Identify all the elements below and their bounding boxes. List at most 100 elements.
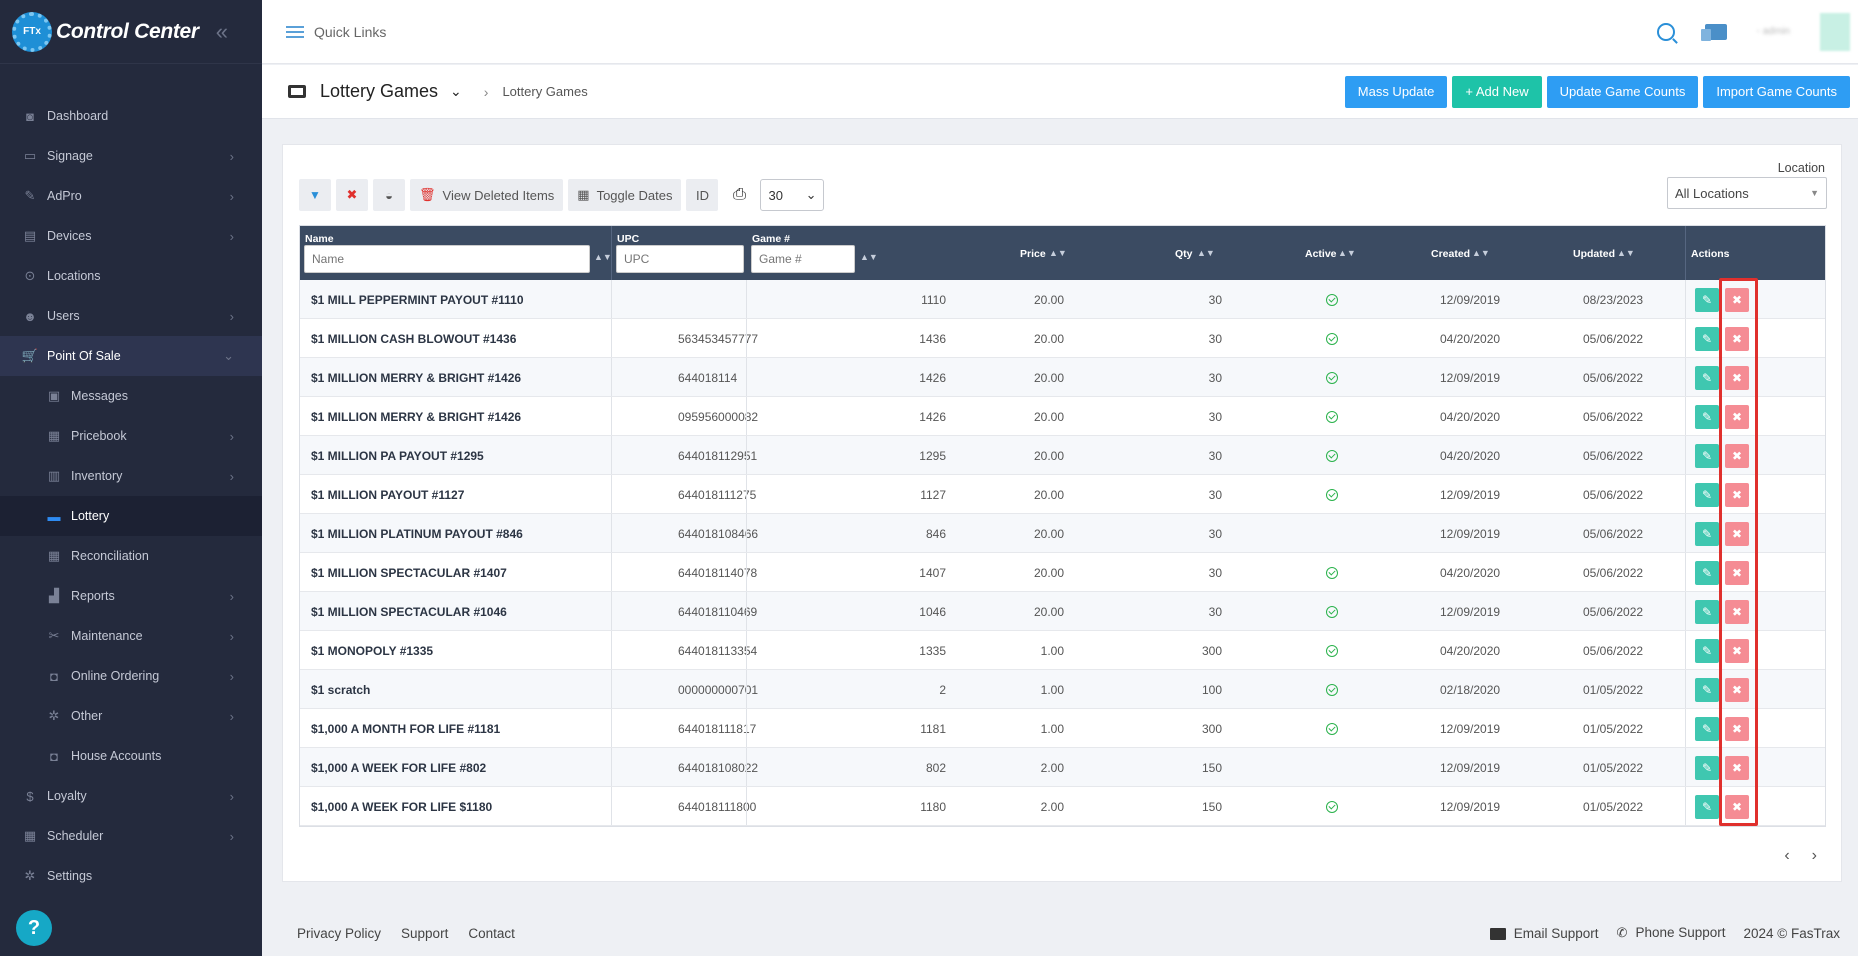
delete-button[interactable]: ✖ <box>1725 755 1749 780</box>
import-game-counts-button[interactable]: Import Game Counts <box>1703 75 1850 108</box>
column-updated[interactable]: Updated ▲▼ <box>1568 226 1648 280</box>
edit-button[interactable]: ✎ <box>1695 326 1719 351</box>
delete-button[interactable]: ✖ <box>1725 482 1749 507</box>
table-row[interactable]: $1 MILLION PLATINUM PAYOUT #846 644018108… <box>300 514 1825 553</box>
page-title[interactable]: Lottery Games <box>320 81 439 101</box>
delete-button[interactable]: ✖ <box>1725 677 1749 702</box>
sidebar-item-reports[interactable]: ▟ Reports › <box>0 576 262 616</box>
upc-filter-input[interactable] <box>616 245 744 273</box>
table-row[interactable]: $1 scratch 000000000701 2 1.00 100 02/18/2020… <box>300 670 1825 709</box>
name-filter-input[interactable] <box>304 245 590 273</box>
location-select[interactable]: All Locations ▼ <box>1667 177 1827 209</box>
search-icon[interactable] <box>1656 22 1675 41</box>
sort-icon[interactable]: ▲▼ <box>1617 248 1635 258</box>
prev-page-button[interactable]: ‹ <box>1784 847 1790 864</box>
table-row[interactable]: $1,000 A WEEK FOR LIFE #802 644018108022 8… <box>300 748 1825 787</box>
sidebar-item-scheduler[interactable]: ▦ Scheduler › <box>0 816 262 856</box>
phone-support-link[interactable]: ✆ Phone Support <box>1617 925 1726 941</box>
sidebar-item-locations[interactable]: ⊙ Locations <box>0 256 262 296</box>
sidebar-item-reconciliation[interactable]: ▦ Reconciliation <box>0 536 262 576</box>
collapse-sidebar-icon[interactable]: « <box>215 18 228 44</box>
delete-button[interactable]: ✖ <box>1725 560 1749 585</box>
sidebar-item-maintenance[interactable]: ✂ Maintenance › <box>0 616 262 656</box>
table-row[interactable]: $1 MILLION PAYOUT #1127 644018111275 1127 2… <box>300 475 1825 514</box>
edit-button[interactable]: ✎ <box>1695 560 1719 585</box>
column-qty[interactable]: Qty ▲▼ <box>1170 226 1230 280</box>
column-created[interactable]: Created ▲▼ <box>1426 226 1506 280</box>
sidebar-item-house-accounts[interactable]: ◘ House Accounts <box>0 736 262 776</box>
email-support-link[interactable]: Email Support <box>1489 926 1599 941</box>
anonymous-button[interactable]: ◒ <box>373 179 405 211</box>
sidebar-item-signage[interactable]: ▭ Signage › <box>0 136 262 176</box>
print-button[interactable]: ⎙ <box>723 179 755 211</box>
sort-icon[interactable]: ▲▼ <box>1338 248 1356 258</box>
table-row[interactable]: $1 MILLION SPECTACULAR #1046 644018110469… <box>300 592 1825 631</box>
table-row[interactable]: $1 MILLION CASH BLOWOUT #1436 56345345777… <box>300 319 1825 358</box>
column-price[interactable]: Price ▲▼ <box>1015 226 1075 280</box>
table-row[interactable]: $1 MILLION SPECTACULAR #1407 644018114078… <box>300 553 1825 592</box>
sort-icon[interactable]: ▲▼ <box>1197 248 1215 258</box>
screens-icon[interactable] <box>1700 23 1727 41</box>
table-row[interactable]: $1 MONOPOLY #1335 644018113354 1335 1.00 300… <box>300 631 1825 670</box>
privacy-policy-link[interactable]: Privacy Policy <box>297 925 382 941</box>
sidebar-item-inventory[interactable]: ▥ Inventory › <box>0 456 262 496</box>
filter-button[interactable]: ▼ <box>299 179 331 211</box>
edit-button[interactable]: ✎ <box>1695 365 1719 390</box>
sidebar-item-settings[interactable]: ✲ Settings <box>0 856 262 896</box>
id-toggle-button[interactable]: ID <box>686 179 719 211</box>
sort-icon[interactable]: ▲▼ <box>1049 248 1067 258</box>
app-title[interactable]: Control Center <box>56 19 199 43</box>
delete-button[interactable]: ✖ <box>1725 365 1749 390</box>
sidebar-item-messages[interactable]: ▣ Messages <box>0 376 262 416</box>
edit-button[interactable]: ✎ <box>1695 677 1719 702</box>
edit-button[interactable]: ✎ <box>1695 755 1719 780</box>
column-active[interactable]: Active ▲▼ <box>1300 226 1380 280</box>
clear-filter-button[interactable]: ✖ <box>336 179 368 211</box>
sort-icon[interactable]: ▲▼ <box>1472 248 1490 258</box>
toggle-dates-button[interactable]: ▦ Toggle Dates <box>568 179 682 211</box>
delete-button[interactable]: ✖ <box>1725 404 1749 429</box>
sidebar-item-other[interactable]: ✲ Other › <box>0 696 262 736</box>
sort-icon[interactable]: ▲▼ <box>594 252 612 262</box>
hamburger-menu-icon[interactable] <box>286 25 304 38</box>
edit-button[interactable]: ✎ <box>1695 599 1719 624</box>
sidebar-item-loyalty[interactable]: $ Loyalty › <box>0 776 262 816</box>
mass-update-button[interactable]: Mass Update <box>1344 75 1448 108</box>
table-row[interactable]: $1 MILLION MERRY & BRIGHT #1426 095956000… <box>300 397 1825 436</box>
edit-button[interactable]: ✎ <box>1695 404 1719 429</box>
contact-link[interactable]: Contact <box>468 925 515 941</box>
avatar[interactable] <box>1820 12 1850 51</box>
delete-button[interactable]: ✖ <box>1725 326 1749 351</box>
chevron-down-icon[interactable]: ⌄ <box>450 83 462 99</box>
delete-button[interactable]: ✖ <box>1725 287 1749 312</box>
next-page-button[interactable]: › <box>1811 847 1817 864</box>
game-filter-input[interactable] <box>751 245 855 273</box>
edit-button[interactable]: ✎ <box>1695 287 1719 312</box>
page-size-select[interactable]: 30 ⌄ <box>760 179 825 211</box>
edit-button[interactable]: ✎ <box>1695 638 1719 663</box>
table-row[interactable]: $1,000 A WEEK FOR LIFE $1180 644018111800… <box>300 787 1825 826</box>
sidebar-item-lottery[interactable]: ▬ Lottery <box>0 496 262 536</box>
quick-links-label[interactable]: Quick Links <box>314 23 387 40</box>
delete-button[interactable]: ✖ <box>1725 599 1749 624</box>
edit-button[interactable]: ✎ <box>1695 716 1719 741</box>
edit-button[interactable]: ✎ <box>1695 443 1719 468</box>
table-row[interactable]: $1 MILLION MERRY & BRIGHT #1426 644018114… <box>300 358 1825 397</box>
sidebar-item-online-ordering[interactable]: ◘ Online Ordering › <box>0 656 262 696</box>
support-link[interactable]: Support <box>401 925 449 941</box>
sidebar-item-point-of-sale[interactable]: 🛒 Point Of Sale ⌄ <box>0 336 262 376</box>
delete-button[interactable]: ✖ <box>1725 521 1749 546</box>
user-name[interactable]: - admin <box>1756 26 1790 37</box>
edit-button[interactable]: ✎ <box>1695 794 1719 819</box>
update-game-counts-button[interactable]: Update Game Counts <box>1546 75 1699 108</box>
delete-button[interactable]: ✖ <box>1725 794 1749 819</box>
delete-button[interactable]: ✖ <box>1725 443 1749 468</box>
delete-button[interactable]: ✖ <box>1725 638 1749 663</box>
table-row[interactable]: $1 MILL PEPPERMINT PAYOUT #1110 1110 20.00… <box>300 280 1825 319</box>
view-deleted-button[interactable]: 🗑 View Deleted Items <box>410 179 564 211</box>
brand-logo[interactable]: FTx <box>12 11 52 52</box>
sidebar-item-devices[interactable]: ▤ Devices › <box>0 216 262 256</box>
delete-button[interactable]: ✖ <box>1725 716 1749 741</box>
table-row[interactable]: $1 MILLION PA PAYOUT #1295 644018112951 12… <box>300 436 1825 475</box>
sidebar-item-adpro[interactable]: ✎ AdPro › <box>0 176 262 216</box>
